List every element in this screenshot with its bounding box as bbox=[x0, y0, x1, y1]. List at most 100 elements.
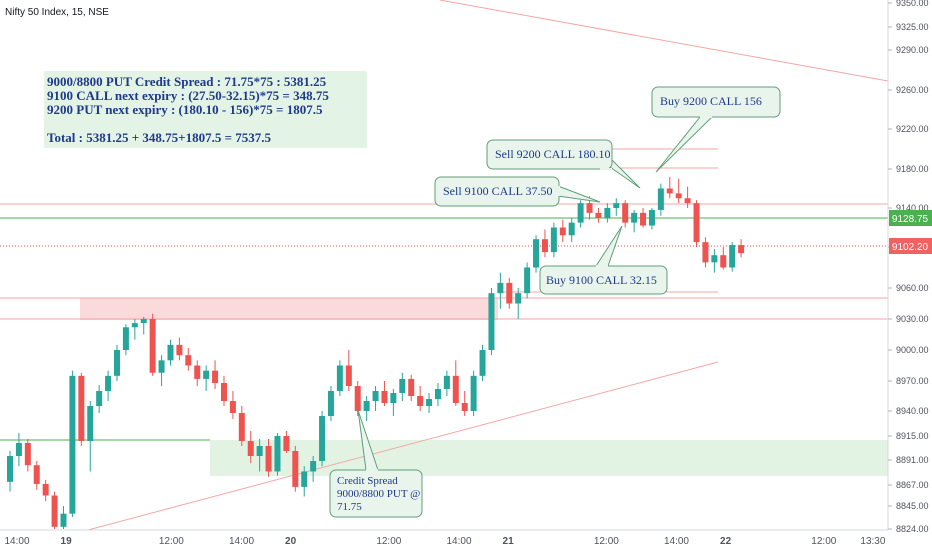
strategy-note[interactable]: 9000/8800 PUT Credit Spread : 71.75*75 :… bbox=[44, 71, 367, 148]
candle-up bbox=[577, 203, 584, 223]
callout-sell-9200-call[interactable]: Sell 9200 CALL 180.10 bbox=[486, 139, 641, 189]
candle-down bbox=[33, 465, 40, 484]
candles-layer bbox=[7, 176, 745, 529]
time-tick-label: 13:30 bbox=[860, 536, 885, 547]
upper-trend-line[interactable] bbox=[439, 0, 889, 82]
candle-down bbox=[559, 227, 566, 236]
candle-down bbox=[461, 403, 468, 411]
price-tick-label: 8845.00 bbox=[896, 501, 929, 511]
callout-buy-9100-text: Buy 9100 CALL 32.15 bbox=[546, 273, 657, 287]
candle-up bbox=[105, 375, 112, 391]
price-tick-label: 8915.00 bbox=[896, 431, 929, 441]
candle-up bbox=[434, 389, 441, 399]
candle-down bbox=[149, 319, 156, 373]
lower-trend-line[interactable] bbox=[87, 361, 719, 531]
candle-down bbox=[541, 239, 548, 253]
candle-down bbox=[194, 365, 201, 379]
current-price-tag: 9128.75 bbox=[889, 210, 932, 226]
price-tick-label: 9000.00 bbox=[896, 345, 929, 355]
time-tick-label: 14:00 bbox=[664, 536, 689, 547]
candle-down bbox=[586, 203, 593, 213]
last-price-tag: 9102.20 bbox=[889, 238, 932, 254]
price-tick-label: 9260.00 bbox=[896, 85, 929, 95]
candle-down bbox=[595, 212, 602, 218]
candle-up bbox=[533, 239, 540, 268]
candle-down bbox=[738, 245, 745, 254]
time-tick-label: 12:00 bbox=[376, 536, 401, 547]
candle-up bbox=[390, 393, 397, 403]
price-tick-label: 9060.00 bbox=[896, 283, 929, 293]
candle-down bbox=[42, 483, 49, 496]
candle-up bbox=[256, 446, 263, 456]
candle-up bbox=[301, 471, 308, 487]
candle-down bbox=[693, 203, 700, 243]
candle-up bbox=[399, 378, 406, 393]
time-tick-label: 21 bbox=[503, 536, 515, 547]
candle-up bbox=[568, 222, 575, 236]
candle-up bbox=[167, 344, 174, 361]
candle-down bbox=[220, 383, 227, 401]
callout-sell-9100-text: Sell 9100 CALL 37.50 bbox=[443, 184, 553, 198]
callout-buy-9200-text: Buy 9200 CALL 156 bbox=[660, 94, 762, 108]
candle-down bbox=[720, 255, 727, 268]
resistance-zone bbox=[80, 298, 498, 320]
candle-down bbox=[622, 203, 629, 223]
candle-up bbox=[15, 443, 22, 456]
candle-up bbox=[87, 406, 94, 441]
candle-down bbox=[247, 441, 254, 456]
candle-up bbox=[488, 293, 495, 350]
candle-up bbox=[631, 212, 638, 223]
candle-down bbox=[238, 413, 245, 441]
candle-up bbox=[319, 416, 326, 462]
candle-up bbox=[443, 375, 450, 389]
time-tick-label: 12:00 bbox=[811, 536, 836, 547]
price-tick-label: 8824.00 bbox=[896, 524, 929, 534]
callout-credit-spread[interactable]: Credit Spread 9000/8800 PUT @ 71.75 bbox=[329, 409, 423, 518]
candle-up bbox=[131, 323, 138, 328]
candle-down bbox=[212, 370, 219, 383]
candle-down bbox=[408, 378, 415, 396]
candle-up bbox=[158, 360, 165, 373]
price-tick-label: 9180.00 bbox=[896, 164, 929, 174]
candle-down bbox=[381, 391, 388, 403]
callout-sell-9200-text: Sell 9200 CALL 180.10 bbox=[495, 147, 611, 161]
candle-up bbox=[470, 375, 477, 411]
candle-up bbox=[274, 436, 281, 472]
candle-down bbox=[640, 212, 647, 226]
candle-down bbox=[51, 495, 58, 527]
candle-up bbox=[113, 350, 120, 376]
time-tick-label: 19 bbox=[61, 536, 73, 547]
price-tick-label: 8940.00 bbox=[896, 406, 929, 416]
callout-buy-9200-call[interactable]: Buy 9200 CALL 156 bbox=[651, 86, 781, 173]
candle-up bbox=[122, 327, 129, 350]
time-tick-label: 22 bbox=[720, 536, 732, 547]
time-axis[interactable]: 14:00 19 12:00 14:00 20 12:00 14:00 21 12:00 14:0… bbox=[4, 536, 885, 547]
time-tick-label: 14:00 bbox=[229, 536, 254, 547]
candle-down bbox=[345, 365, 352, 386]
candle-up bbox=[336, 365, 343, 391]
candle-down bbox=[684, 198, 691, 204]
note-line-3: 9200 PUT next expiry : (180.10 - 156)*75… bbox=[47, 102, 323, 117]
price-tick-label: 9290.00 bbox=[896, 45, 929, 55]
note-line-4: Total : 5381.25 + 348.75+1807.5 = 7537.5 bbox=[47, 130, 271, 145]
candle-up bbox=[203, 370, 210, 379]
price-tick-label: 9030.00 bbox=[896, 314, 929, 324]
note-line-1: 9000/8800 PUT Credit Spread : 71.75*75 :… bbox=[47, 74, 327, 89]
price-tick-label: 8867.00 bbox=[896, 480, 929, 490]
time-tick-label: 12:00 bbox=[594, 536, 619, 547]
callout-buy-9100-call[interactable]: Buy 9100 CALL 32.15 bbox=[539, 225, 668, 295]
time-tick-label: 12:00 bbox=[159, 536, 184, 547]
price-tick-label: 8970.00 bbox=[896, 376, 929, 386]
callout-sell-9100-call[interactable]: Sell 9100 CALL 37.50 bbox=[434, 176, 601, 207]
candle-up bbox=[310, 461, 317, 472]
callout-credit-line-3: 71.75 bbox=[337, 501, 362, 513]
current-price-value: 9128.75 bbox=[892, 214, 929, 225]
candle-up bbox=[60, 513, 67, 527]
candle-up bbox=[69, 375, 76, 514]
candle-up bbox=[613, 203, 620, 208]
price-tick-label: 9325.00 bbox=[896, 22, 929, 32]
candle-down bbox=[265, 446, 272, 472]
candle-down bbox=[354, 386, 361, 411]
